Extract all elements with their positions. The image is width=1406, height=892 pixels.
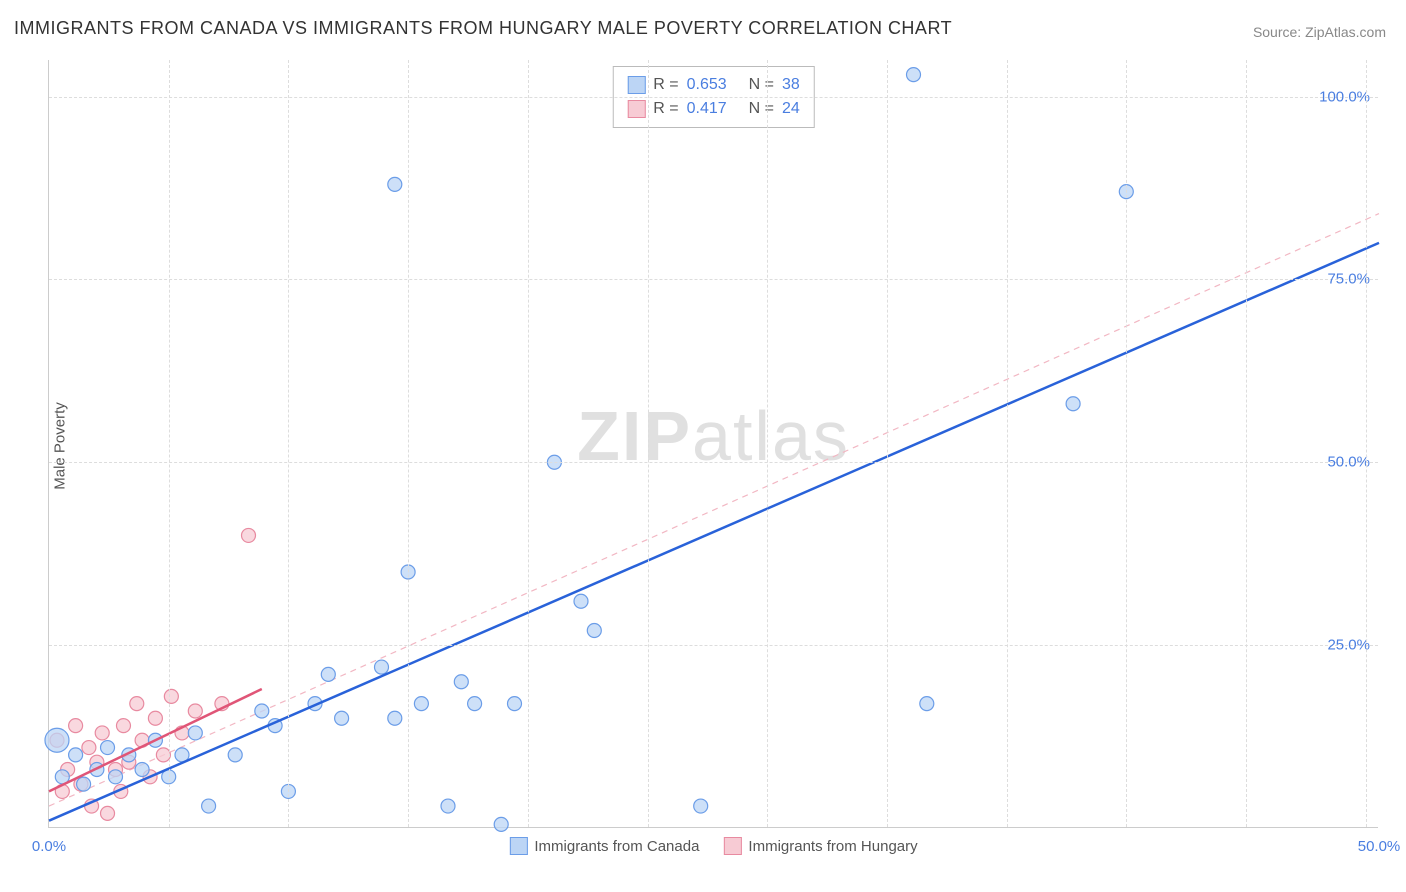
n-label: N = <box>749 100 774 118</box>
scatter-chart: ZIPatlas R =0.653N =38R =0.417N =24 Immi… <box>48 60 1378 828</box>
y-tick-label: 50.0% <box>1327 454 1370 471</box>
scatter-point-hungary <box>95 726 109 740</box>
scatter-point-canada <box>441 799 455 813</box>
source-label: Source: <box>1253 24 1305 40</box>
legend-swatch <box>627 76 645 94</box>
series-legend: Immigrants from Canada Immigrants from Hu… <box>509 837 917 855</box>
scatter-point-hungary <box>164 689 178 703</box>
grid-line-vertical <box>648 60 649 827</box>
scatter-point-hungary <box>188 704 202 718</box>
scatter-point-canada <box>228 748 242 762</box>
series-label: Immigrants from Canada <box>534 838 699 855</box>
scatter-point-canada <box>69 748 83 762</box>
scatter-point-canada <box>907 68 921 82</box>
scatter-point-canada <box>188 726 202 740</box>
grid-line-vertical <box>1007 60 1008 827</box>
correlation-legend-row: R = 0.653 N = 38 <box>627 73 799 97</box>
scatter-point-hungary <box>69 719 83 733</box>
source-attribution: Source: ZipAtlas.com <box>1253 24 1386 40</box>
y-tick-label: 100.0% <box>1319 88 1370 105</box>
grid-line-vertical <box>1126 60 1127 827</box>
legend-swatch <box>627 100 645 118</box>
grid-line-vertical <box>528 60 529 827</box>
scatter-point-canada <box>1066 397 1080 411</box>
grid-line-vertical <box>408 60 409 827</box>
r-value: 0.653 <box>687 76 741 94</box>
scatter-point-hungary <box>130 697 144 711</box>
grid-line-horizontal <box>49 645 1378 646</box>
scatter-point-canada <box>508 697 522 711</box>
scatter-point-canada <box>101 741 115 755</box>
grid-line-vertical <box>288 60 289 827</box>
scatter-point-canada <box>335 711 349 725</box>
scatter-point-canada <box>388 177 402 191</box>
legend-swatch <box>509 837 527 855</box>
scatter-point-hungary <box>148 711 162 725</box>
series-label: Immigrants from Hungary <box>748 838 917 855</box>
n-label: N = <box>749 76 774 94</box>
grid-line-vertical <box>169 60 170 827</box>
scatter-point-canada <box>920 697 934 711</box>
scatter-point-canada <box>77 777 91 791</box>
grid-line-horizontal <box>49 462 1378 463</box>
y-tick-label: 75.0% <box>1327 271 1370 288</box>
grid-line-horizontal <box>49 279 1378 280</box>
y-tick-label: 25.0% <box>1327 637 1370 654</box>
scatter-point-canada <box>375 660 389 674</box>
scatter-point-hungary <box>242 528 256 542</box>
scatter-point-canada <box>45 728 69 752</box>
scatter-point-canada <box>494 817 508 831</box>
grid-line-vertical <box>1246 60 1247 827</box>
source-value: ZipAtlas.com <box>1305 24 1386 40</box>
scatter-point-canada <box>135 762 149 776</box>
scatter-point-canada <box>109 770 123 784</box>
scatter-point-canada <box>321 667 335 681</box>
series-legend-item: Immigrants from Hungary <box>723 837 917 855</box>
chart-title: IMMIGRANTS FROM CANADA VS IMMIGRANTS FRO… <box>14 18 952 39</box>
r-value: 0.417 <box>687 100 741 118</box>
n-value: 24 <box>782 100 800 118</box>
grid-line-vertical <box>1366 60 1367 827</box>
x-tick-label: 0.0% <box>32 838 66 855</box>
correlation-legend-row: R = 0.417 N = 24 <box>627 97 799 121</box>
trendline-dashed <box>49 214 1379 806</box>
scatter-point-canada <box>255 704 269 718</box>
scatter-point-hungary <box>116 719 130 733</box>
scatter-point-canada <box>414 697 428 711</box>
grid-line-vertical <box>887 60 888 827</box>
scatter-point-hungary <box>82 741 96 755</box>
grid-line-horizontal <box>49 97 1378 98</box>
r-label: R = <box>653 100 678 118</box>
x-tick-label: 50.0% <box>1358 838 1401 855</box>
n-value: 38 <box>782 76 800 94</box>
scatter-point-hungary <box>101 806 115 820</box>
scatter-point-canada <box>388 711 402 725</box>
scatter-point-canada <box>454 675 468 689</box>
scatter-point-canada <box>468 697 482 711</box>
r-label: R = <box>653 76 678 94</box>
scatter-point-canada <box>587 624 601 638</box>
scatter-point-canada <box>202 799 216 813</box>
plot-svg <box>49 60 1378 827</box>
series-legend-item: Immigrants from Canada <box>509 837 699 855</box>
legend-swatch <box>723 837 741 855</box>
scatter-point-canada <box>694 799 708 813</box>
scatter-point-canada <box>574 594 588 608</box>
grid-line-vertical <box>767 60 768 827</box>
